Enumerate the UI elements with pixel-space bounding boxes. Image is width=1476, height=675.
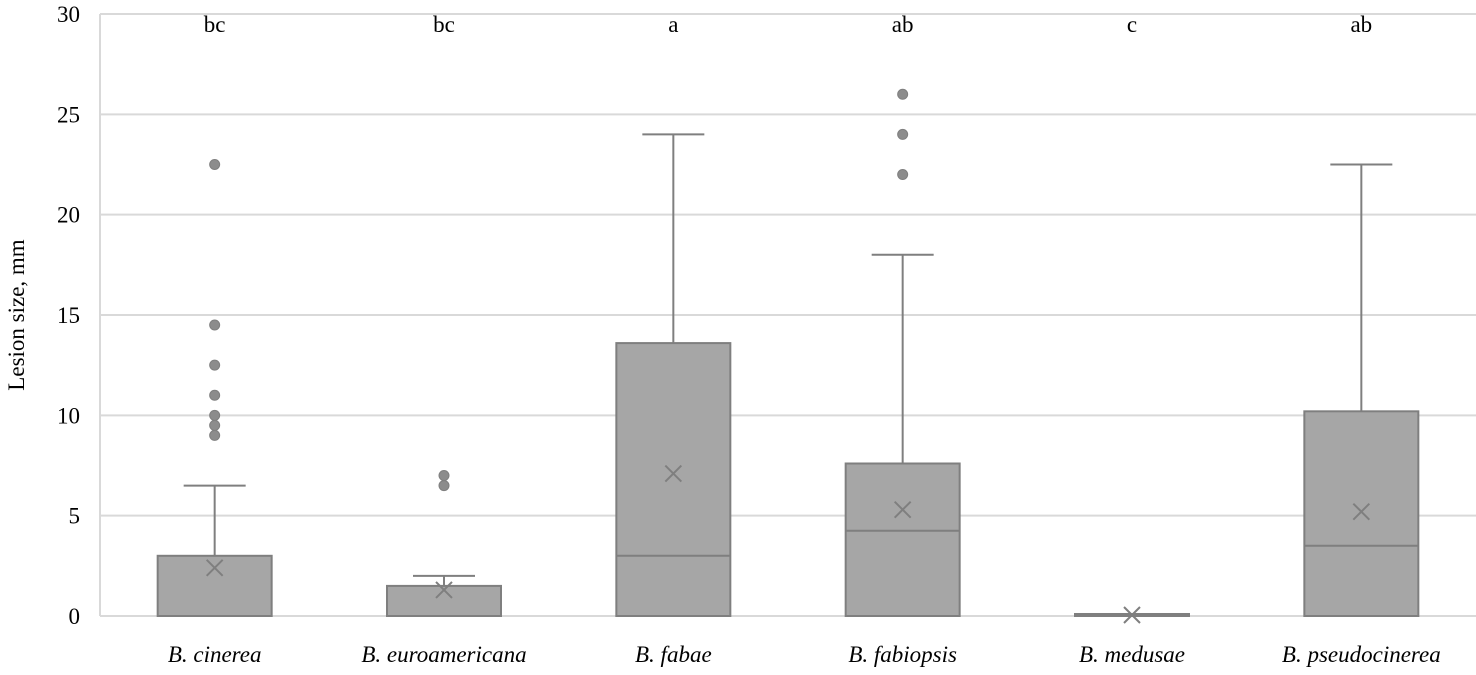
significance-letter: bc xyxy=(433,12,455,37)
box-group xyxy=(1303,163,1420,617)
mean-marker xyxy=(435,581,453,599)
mean-marker xyxy=(1352,502,1371,521)
significance-letter: a xyxy=(668,12,678,37)
y-tick-label: 5 xyxy=(69,504,81,529)
mean-marker xyxy=(1123,606,1141,624)
gridlines xyxy=(99,13,1476,617)
outlier-point xyxy=(209,429,221,441)
x-category-label: B. pseudocinerea xyxy=(1282,642,1441,667)
outlier-point xyxy=(209,359,221,371)
y-axis-title: Lesion size, mm xyxy=(4,239,29,390)
y-tick-label: 0 xyxy=(69,604,81,629)
outlier-point xyxy=(209,159,221,170)
box-rect xyxy=(844,462,961,618)
box-group xyxy=(844,88,961,618)
mean-marker xyxy=(664,464,683,483)
x-category-label: B. fabae xyxy=(635,642,712,667)
significance-letters: bc bc a ab c ab xyxy=(204,12,1372,37)
box-rect xyxy=(615,342,732,617)
outlier-point xyxy=(209,389,221,401)
outlier-point xyxy=(438,480,450,492)
x-category-label: B. medusae xyxy=(1079,642,1185,667)
box-group xyxy=(1074,606,1190,624)
box-rect xyxy=(156,554,273,617)
x-category-label: B. euroamericana xyxy=(361,642,526,667)
y-axis-ticks: 0 5 10 15 20 25 30 xyxy=(57,2,80,629)
outlier-point xyxy=(897,128,909,140)
x-category-label: B. fabiopsis xyxy=(848,642,957,667)
outlier-point xyxy=(209,409,221,421)
box-group xyxy=(156,159,273,617)
y-tick-label: 15 xyxy=(57,303,80,328)
outlier-point xyxy=(209,419,221,431)
boxes xyxy=(156,88,1420,624)
mean-marker xyxy=(205,559,224,577)
outlier-point xyxy=(209,319,221,331)
y-tick-label: 20 xyxy=(57,203,80,228)
significance-letter: c xyxy=(1127,12,1137,37)
box-group xyxy=(386,470,502,618)
mean-marker xyxy=(893,500,912,519)
outlier-point xyxy=(438,470,450,482)
significance-letter: ab xyxy=(1350,12,1372,37)
significance-letter: bc xyxy=(204,12,226,37)
y-tick-label: 30 xyxy=(57,2,80,27)
outlier-point xyxy=(897,88,909,100)
significance-letter: ab xyxy=(892,12,914,37)
x-axis-categories: B. cinerea B. euroamericana B. fabae B. fab… xyxy=(168,642,1441,667)
outlier-point xyxy=(897,169,909,181)
box-rect xyxy=(1303,410,1420,617)
box-group xyxy=(615,133,732,617)
box-rect xyxy=(386,584,502,618)
y-tick-label: 25 xyxy=(57,102,80,127)
y-tick-label: 10 xyxy=(57,403,80,428)
x-category-label: B. cinerea xyxy=(168,642,262,667)
